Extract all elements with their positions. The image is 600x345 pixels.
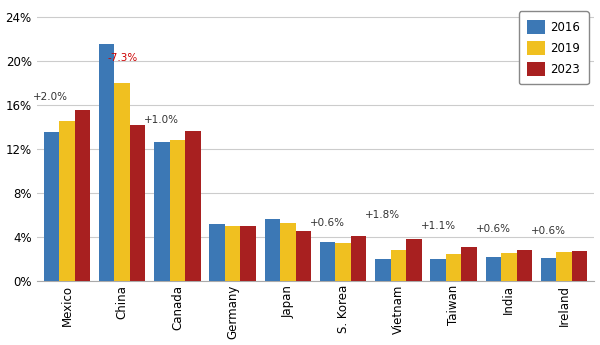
Text: +1.0%: +1.0% (145, 115, 179, 125)
Bar (115, 83, 130, 281)
Bar (280, 223, 296, 281)
Bar (446, 255, 461, 281)
Text: +0.6%: +0.6% (476, 224, 511, 234)
Bar (541, 258, 556, 281)
Bar (185, 131, 200, 281)
Legend: 2016, 2019, 2023: 2016, 2019, 2023 (518, 11, 589, 84)
Bar (59, 121, 74, 281)
Text: +2.0%: +2.0% (33, 92, 68, 102)
Bar (130, 125, 145, 281)
Bar (265, 219, 280, 281)
Text: +1.8%: +1.8% (365, 210, 400, 220)
Bar (44, 132, 59, 281)
Bar (391, 250, 406, 281)
Text: +0.6%: +0.6% (531, 226, 566, 236)
Bar (375, 259, 391, 281)
Text: -7.3%: -7.3% (107, 53, 137, 63)
Bar (501, 253, 517, 281)
Bar (572, 251, 587, 281)
Text: +0.6%: +0.6% (310, 218, 345, 228)
Bar (99, 44, 115, 281)
Bar (154, 142, 170, 281)
Bar (461, 247, 477, 281)
Text: +1.1%: +1.1% (421, 221, 455, 231)
Bar (430, 259, 446, 281)
Bar (296, 231, 311, 281)
Bar (335, 244, 351, 281)
Bar (406, 239, 422, 281)
Bar (170, 140, 185, 281)
Bar (225, 226, 241, 281)
Bar (485, 257, 501, 281)
Bar (517, 250, 532, 281)
Bar (74, 110, 90, 281)
Bar (320, 242, 335, 281)
Bar (209, 224, 225, 281)
Bar (241, 226, 256, 281)
Bar (556, 252, 572, 281)
Bar (351, 236, 367, 281)
